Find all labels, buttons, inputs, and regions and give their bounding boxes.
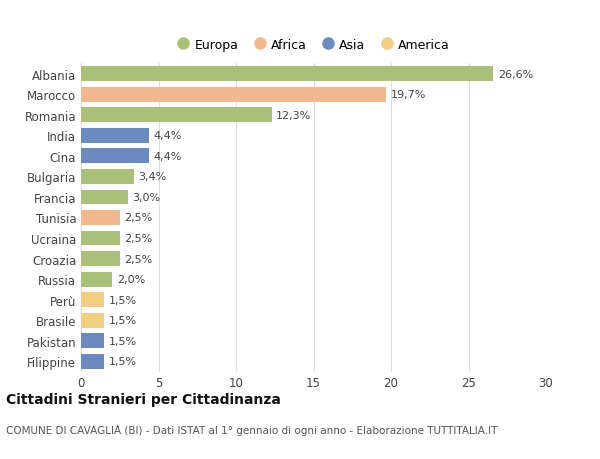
Text: 1,5%: 1,5% [109,315,137,325]
Text: 3,0%: 3,0% [132,192,160,202]
Bar [81,231,120,246]
Bar [81,190,128,205]
Text: 1,5%: 1,5% [109,357,137,367]
Text: 2,5%: 2,5% [124,234,152,244]
Bar [81,108,272,123]
Bar [81,354,104,369]
Text: 4,4%: 4,4% [154,151,182,162]
Text: 2,5%: 2,5% [124,254,152,264]
Bar [81,129,149,143]
Text: 1,5%: 1,5% [109,336,137,346]
Bar [81,211,120,225]
Text: 2,5%: 2,5% [124,213,152,223]
Text: 19,7%: 19,7% [391,90,427,100]
Bar [81,293,104,308]
Text: 3,4%: 3,4% [139,172,167,182]
Bar [81,272,112,287]
Bar [81,67,493,82]
Text: 2,0%: 2,0% [116,274,145,285]
Text: Cittadini Stranieri per Cittadinanza: Cittadini Stranieri per Cittadinanza [6,392,281,406]
Text: 12,3%: 12,3% [277,111,311,121]
Bar [81,88,386,102]
Bar [81,252,120,266]
Text: 4,4%: 4,4% [154,131,182,141]
Legend: Europa, Africa, Asia, America: Europa, Africa, Asia, America [177,39,450,52]
Text: COMUNE DI CAVAGLIÀ (BI) - Dati ISTAT al 1° gennaio di ogni anno - Elaborazione : COMUNE DI CAVAGLIÀ (BI) - Dati ISTAT al… [6,425,497,436]
Bar [81,334,104,348]
Bar [81,313,104,328]
Text: 26,6%: 26,6% [498,69,533,79]
Bar [81,149,149,164]
Text: 1,5%: 1,5% [109,295,137,305]
Bar [81,170,134,185]
